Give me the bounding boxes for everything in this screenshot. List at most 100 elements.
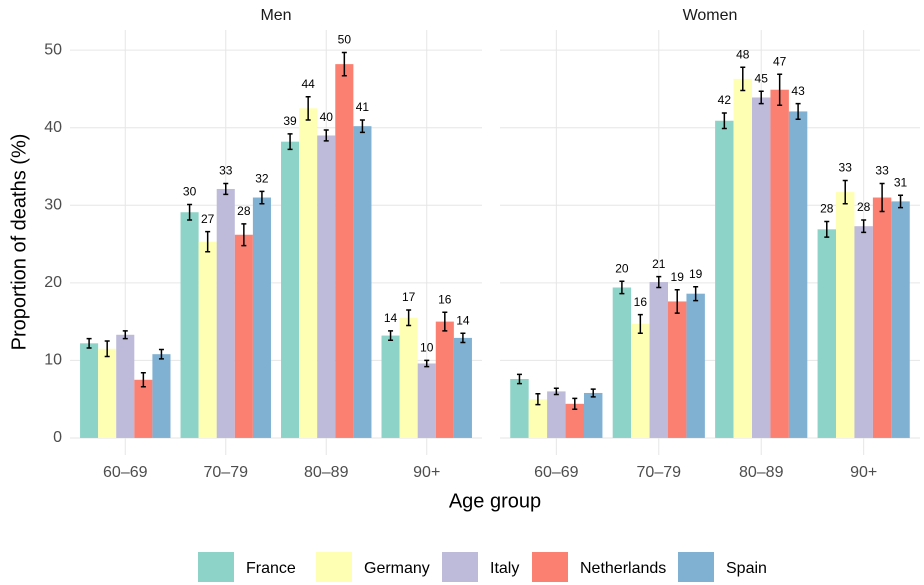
- bar-label: 41: [356, 100, 370, 114]
- error-bar: [104, 340, 110, 358]
- bar-label: 16: [634, 295, 648, 309]
- y-tick-label: 50: [44, 41, 62, 58]
- x-tick-label: 80–89: [304, 464, 349, 481]
- legend-label: Germany: [364, 560, 430, 577]
- bar: [547, 391, 566, 438]
- bar: [399, 317, 418, 438]
- x-tick-label: 90+: [850, 464, 877, 481]
- error-bar: [205, 230, 211, 253]
- bar: [116, 334, 135, 438]
- error-bar: [535, 392, 541, 406]
- bar-label: 14: [456, 313, 470, 327]
- error-bar: [516, 373, 522, 385]
- error-bar: [637, 313, 643, 334]
- bar-label: 32: [255, 171, 269, 185]
- legend-swatch: [678, 552, 714, 582]
- error-bar: [861, 219, 867, 234]
- error-bar: [223, 182, 229, 196]
- y-axis-title: Proportion of deaths (%): [8, 134, 30, 351]
- x-tick-label: 80–89: [739, 464, 784, 481]
- bar: [134, 379, 153, 438]
- bar-label: 50: [338, 33, 352, 47]
- x-tick-label: 70–79: [637, 464, 682, 481]
- error-bar: [359, 119, 365, 134]
- y-tick-label: 30: [44, 196, 62, 213]
- bar-label: 33: [839, 161, 853, 175]
- bar-label: 40: [320, 110, 334, 124]
- bar-label: 17: [402, 290, 416, 304]
- bar: [668, 301, 687, 438]
- bar: [528, 399, 548, 438]
- error-bar: [158, 348, 164, 360]
- x-tick-label: 60–69: [103, 464, 148, 481]
- error-bar: [287, 133, 293, 151]
- error-bar: [619, 280, 625, 295]
- legend-label: Italy: [490, 560, 519, 577]
- bar: [252, 197, 271, 438]
- bar: [715, 120, 734, 438]
- error-bar: [86, 337, 92, 349]
- bar-label: 14: [384, 311, 398, 325]
- error-bar: [241, 223, 247, 247]
- bar: [565, 403, 584, 438]
- bar: [817, 229, 836, 438]
- y-tick-label: 0: [53, 429, 62, 446]
- bar: [234, 234, 253, 438]
- error-bar: [824, 220, 830, 238]
- legend-label: Spain: [726, 560, 767, 577]
- bar: [435, 321, 454, 438]
- bar: [152, 354, 171, 438]
- bar-label: 42: [718, 93, 732, 107]
- error-bar: [898, 194, 904, 209]
- bar: [872, 197, 892, 438]
- error-bar: [388, 330, 394, 341]
- bar: [281, 141, 300, 438]
- error-bar: [122, 330, 128, 340]
- bar: [216, 188, 235, 438]
- bar: [98, 348, 117, 438]
- bar-label: 45: [755, 71, 769, 85]
- bar-label: 33: [875, 164, 889, 178]
- bar: [836, 192, 855, 438]
- error-bar: [553, 387, 559, 396]
- bar: [770, 89, 789, 438]
- error-bar: [442, 311, 448, 332]
- bar: [631, 323, 650, 438]
- bar: [180, 212, 199, 438]
- legend-swatch: [316, 552, 352, 582]
- x-tick-label: 60–69: [534, 464, 579, 481]
- error-bar: [406, 309, 412, 327]
- y-tick-label: 40: [44, 119, 62, 136]
- bar-label: 20: [615, 261, 629, 275]
- x-tick-label: 90+: [413, 464, 440, 481]
- bar: [752, 97, 771, 438]
- bar-label: 44: [301, 77, 315, 91]
- bar: [612, 287, 632, 438]
- error-bar: [590, 388, 596, 398]
- error-bar: [758, 90, 764, 105]
- bar: [733, 78, 752, 438]
- x-axis-title: Age group: [449, 490, 541, 512]
- bar: [80, 343, 99, 438]
- error-bar: [341, 51, 347, 77]
- bar-label: 30: [183, 185, 197, 199]
- error-bar: [572, 397, 578, 410]
- error-bar: [879, 182, 885, 213]
- legend-swatch: [532, 552, 568, 582]
- bar: [510, 378, 529, 438]
- bar: [381, 335, 400, 438]
- bar-label: 19: [689, 267, 703, 281]
- bar: [686, 293, 705, 438]
- bar: [198, 241, 217, 438]
- bar-label: 43: [791, 84, 805, 98]
- error-bar: [140, 372, 146, 388]
- error-bar: [323, 129, 329, 142]
- bar: [299, 108, 318, 438]
- bar-label: 28: [857, 200, 871, 214]
- error-bar: [460, 332, 466, 344]
- bar: [453, 337, 472, 438]
- bar: [891, 201, 910, 438]
- bar-label: 39: [283, 114, 297, 128]
- bar-label: 27: [201, 212, 215, 226]
- bar-label: 21: [652, 257, 666, 271]
